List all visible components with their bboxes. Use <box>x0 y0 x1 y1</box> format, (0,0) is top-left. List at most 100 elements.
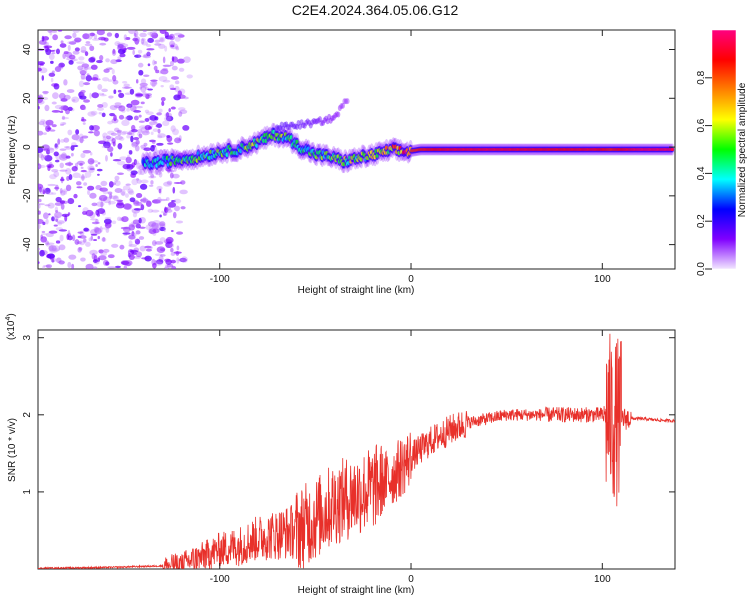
noise-blob <box>38 218 44 224</box>
noise-blob <box>57 30 63 32</box>
noise-blob <box>135 160 139 165</box>
noise-blob <box>156 185 163 191</box>
noise-blob <box>137 62 144 68</box>
noise-blob <box>96 213 100 217</box>
noise-blob <box>38 164 46 169</box>
noise-blob <box>114 180 121 187</box>
noise-blob <box>55 48 60 55</box>
noise-blob <box>170 169 175 173</box>
noise-blob <box>148 151 152 158</box>
noise-blob <box>58 244 66 251</box>
noise-blob <box>128 244 137 248</box>
noise-blob <box>175 46 179 49</box>
noise-blob <box>48 147 55 151</box>
noise-blob <box>51 110 61 113</box>
noise-blob <box>170 106 176 110</box>
noise-blob <box>146 44 152 47</box>
branch-blob <box>311 117 316 124</box>
noise-blob <box>73 58 78 62</box>
noise-blob <box>38 152 43 159</box>
noise-blob <box>152 128 159 132</box>
branch-blob <box>324 115 329 122</box>
noise-blob <box>117 89 122 93</box>
noise-blob <box>177 90 183 97</box>
spectrogram-y-axis-label: Frequency (Hz) <box>7 116 18 185</box>
noise-blob <box>170 125 176 133</box>
noise-blob <box>60 138 65 143</box>
noise-blob <box>128 150 133 155</box>
noise-blob <box>154 81 158 85</box>
noise-blob <box>53 151 59 157</box>
noise-blob <box>162 120 170 127</box>
noise-blob <box>119 156 128 161</box>
branch-blob <box>308 122 313 129</box>
noise-blob <box>113 114 117 122</box>
noise-blob <box>126 103 133 108</box>
noise-blob <box>96 168 103 172</box>
noise-blob <box>179 109 188 114</box>
noise-blob <box>79 67 88 75</box>
noise-blob <box>138 217 142 224</box>
noise-blob <box>169 40 175 47</box>
noise-blob <box>182 125 190 131</box>
noise-blob <box>38 198 42 203</box>
noise-blob <box>143 147 152 152</box>
noise-blob <box>88 166 95 173</box>
noise-blob <box>42 155 47 159</box>
noise-blob <box>78 56 85 61</box>
noise-blob <box>139 168 146 176</box>
noise-blob <box>107 191 113 195</box>
noise-blob <box>132 49 135 55</box>
noise-blob <box>104 217 112 220</box>
noise-blob <box>145 248 152 252</box>
noise-blob <box>53 186 60 190</box>
x-tick-label: 100 <box>594 574 611 585</box>
noise-blob <box>158 75 168 82</box>
noise-blob <box>141 38 146 42</box>
noise-blob <box>107 130 115 135</box>
noise-blob <box>53 224 58 227</box>
noise-blob <box>88 131 94 134</box>
noise-blob <box>143 74 150 77</box>
noise-blob <box>128 30 136 35</box>
noise-blob <box>79 69 87 76</box>
noise-blob <box>100 250 108 257</box>
noise-blob <box>173 94 181 101</box>
branch-blob <box>291 123 296 130</box>
noise-blob <box>45 264 52 269</box>
noise-blob <box>118 114 125 120</box>
noise-blob <box>96 201 105 207</box>
noise-blob <box>46 242 55 246</box>
noise-blob <box>134 145 140 152</box>
noise-blob <box>147 31 155 36</box>
noise-blob <box>165 112 170 118</box>
noise-blob <box>114 102 122 106</box>
noise-blob <box>102 248 110 253</box>
noise-blob <box>45 232 54 238</box>
noise-blob <box>72 50 80 55</box>
noise-blob <box>167 201 177 208</box>
branch-blob <box>281 125 286 132</box>
noise-blob <box>38 247 40 251</box>
noise-blob <box>38 147 44 153</box>
noise-blob <box>54 143 58 148</box>
noise-blob <box>38 203 41 209</box>
noise-blob <box>170 44 175 48</box>
noise-blob <box>181 151 188 155</box>
noise-blob <box>133 201 139 206</box>
colorbar-tick-label: 0.4 <box>696 166 707 180</box>
noise-blob <box>121 191 126 197</box>
noise-blob <box>60 105 64 112</box>
branch-blob <box>293 123 298 130</box>
noise-blob <box>89 192 97 199</box>
branch-blob <box>334 111 339 118</box>
noise-blob <box>89 92 92 99</box>
noise-blob <box>63 190 68 195</box>
noise-blob <box>146 51 151 57</box>
noise-blob <box>88 57 96 63</box>
noise-blob <box>117 142 123 150</box>
noise-blob <box>61 117 70 120</box>
noise-blob <box>164 264 168 269</box>
noise-blob <box>57 65 62 69</box>
